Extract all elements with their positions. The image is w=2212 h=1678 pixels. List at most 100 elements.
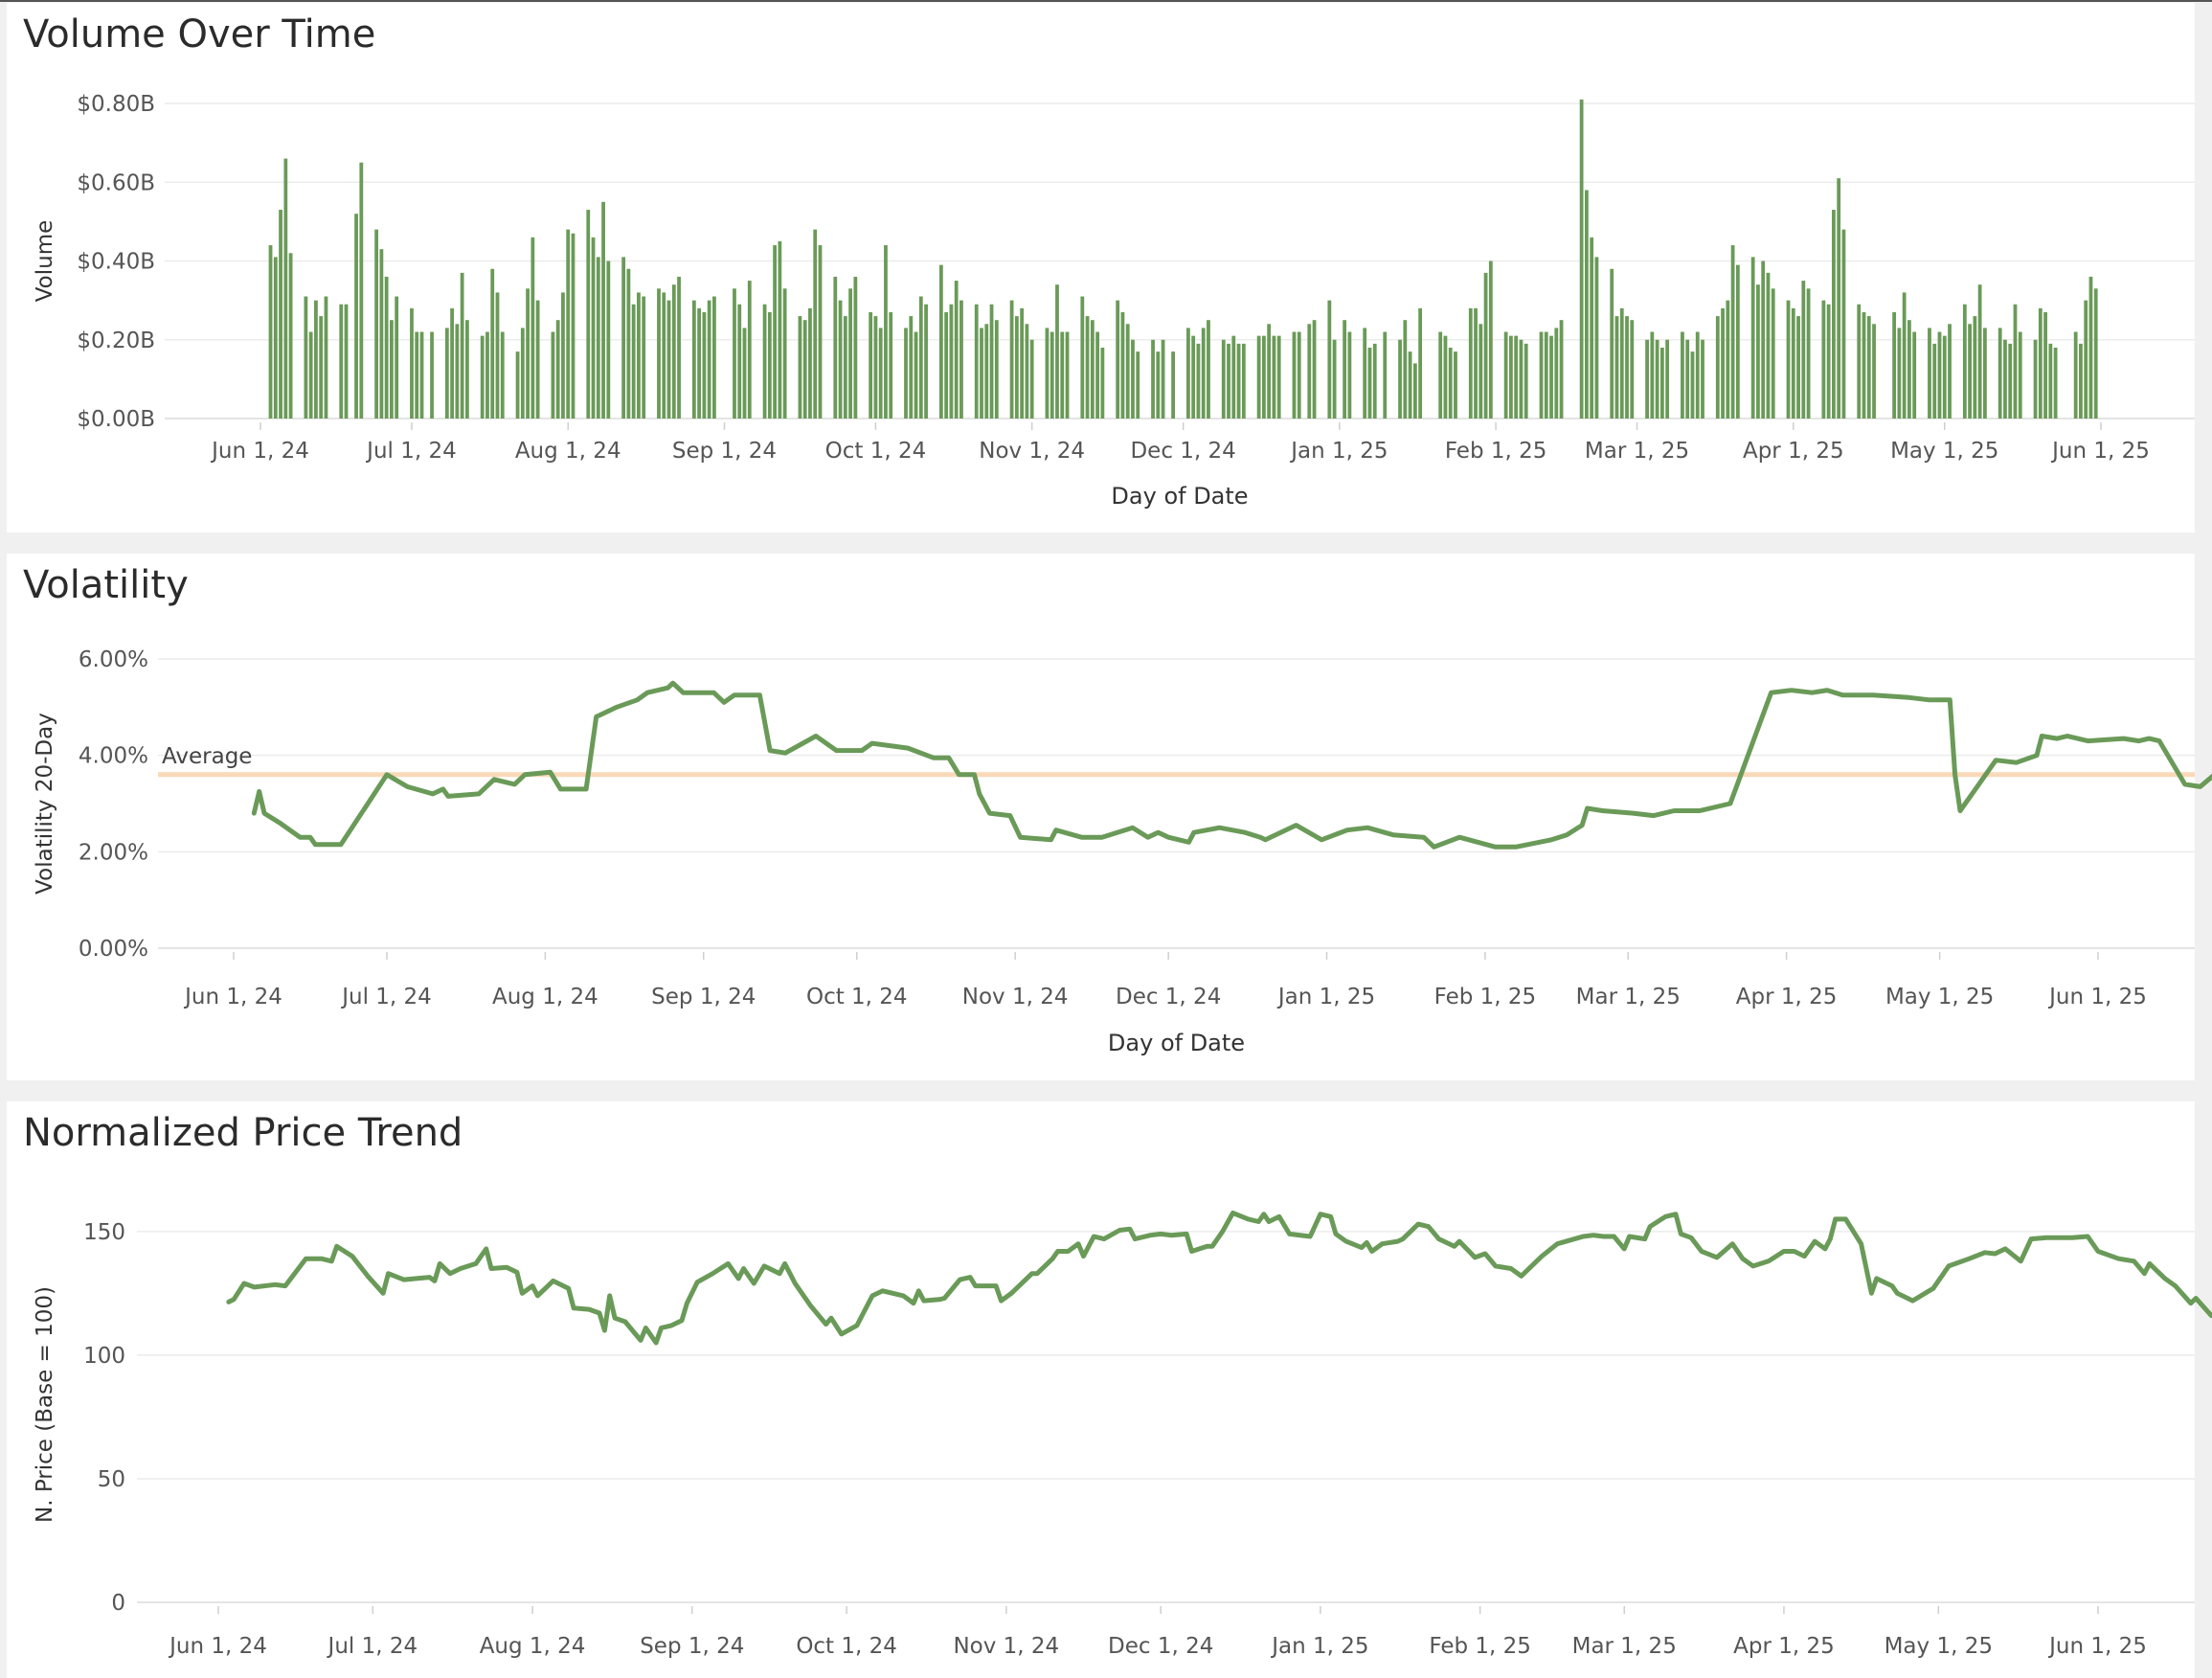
volume-gridlines [165, 102, 2195, 420]
volume-bar [747, 281, 752, 419]
volume-bar [742, 328, 747, 419]
volume-bar [1156, 351, 1161, 419]
volume-bar [1549, 335, 1553, 419]
volume-bar [1327, 300, 1332, 419]
volume-y-axis: $0.80B $0.60B $0.40B $0.20B $0.00B [77, 92, 155, 432]
volume-bar [1786, 300, 1791, 419]
volume-bar [621, 257, 626, 419]
volume-bar [1085, 316, 1090, 419]
volume-bar [980, 328, 983, 419]
volume-x-axis: Jun 1, 24 Jul 1, 24 Aug 1, 24 Sep 1, 24 Oct … [210, 422, 2150, 464]
volume-bar [1478, 324, 1483, 419]
volume-bar [314, 300, 318, 419]
volume-bar [2038, 307, 2043, 419]
volume-bar [1408, 351, 1412, 419]
volume-bar [1503, 331, 1508, 419]
volume-bar [465, 320, 469, 419]
volume-bar [1231, 335, 1236, 419]
volume-bar [1544, 331, 1548, 419]
volume-bar [1009, 300, 1014, 419]
volume-bar [1659, 347, 1664, 419]
volatility-y-tick-label: 4.00% [79, 744, 148, 769]
volume-bar [1579, 99, 1584, 419]
volume-y-axis-title: Volume [33, 220, 57, 303]
volatility-x-tick-label: Oct 1, 24 [806, 985, 908, 1009]
volume-bar [1120, 311, 1125, 419]
volume-bar [1186, 328, 1190, 419]
volume-x-tick-label: Dec 1, 24 [1130, 439, 1235, 464]
volume-bar [1055, 284, 1059, 419]
volume-x-tick-label: Jun 1, 25 [2050, 439, 2150, 464]
volume-bar [1942, 335, 1947, 419]
volume-bar [500, 331, 505, 419]
volume-y-tick-label: $0.40B [77, 250, 155, 275]
volume-bar [1756, 284, 1760, 419]
volume-bar [1681, 331, 1684, 419]
volume-bar [1559, 320, 1564, 419]
volume-bar [1730, 245, 1735, 419]
volume-bar [1125, 324, 1130, 419]
volume-bar [657, 288, 661, 419]
volume-bar [1095, 331, 1100, 419]
volume-bar [460, 272, 464, 419]
volume-bar [1272, 335, 1276, 419]
volume-bar [566, 229, 571, 419]
volume-bar [1796, 316, 1800, 419]
volume-bar [2043, 311, 2047, 419]
volume-bar [485, 331, 489, 419]
volume-bar [1403, 320, 1408, 419]
volume-bar [1902, 292, 1907, 419]
volume-chart: $0.80B $0.60B $0.40B $0.20B $0.00B Volume Jun … [33, 92, 2195, 510]
volume-x-tick-label: Jan 1, 25 [1289, 439, 1388, 464]
volatility-x-tick-label: Sep 1, 24 [651, 985, 756, 1009]
volume-bar [2033, 339, 2038, 419]
volume-bar [878, 328, 883, 419]
volatility-title: Volatility [23, 563, 189, 607]
volume-bar [848, 288, 852, 419]
volume-bars [268, 99, 2098, 419]
volume-bar [889, 311, 893, 419]
volume-bar [1065, 331, 1070, 419]
volume-x-tick-label: Sep 1, 24 [672, 439, 777, 464]
volume-bar [2079, 343, 2083, 419]
volume-bar [1968, 324, 1972, 419]
volume-bar [495, 292, 500, 419]
volume-bar [444, 328, 449, 419]
volume-y-tick-label: $0.20B [77, 329, 155, 353]
volume-bar [1161, 339, 1165, 419]
price-x-tick-label: Mar 1, 25 [1572, 1634, 1677, 1659]
price-x-tick-label: Apr 1, 25 [1733, 1634, 1835, 1659]
volume-bar [526, 288, 530, 419]
volume-x-tick-label: Apr 1, 25 [1743, 439, 1844, 464]
volume-bar [1645, 339, 1649, 419]
volume-bar [591, 237, 596, 419]
volatility-y-axis-title: Volatility 20-Day [33, 713, 57, 895]
price-gridlines [137, 1231, 2195, 1603]
volume-bar [1297, 331, 1301, 419]
volume-bar [1897, 328, 1902, 419]
volume-bar [1443, 335, 1448, 419]
volume-bar [1715, 316, 1720, 419]
volume-bar [304, 296, 308, 419]
volume-bar [949, 304, 954, 419]
volume-bar [702, 311, 707, 419]
price-series-line [226, 1211, 2212, 1346]
volume-bar [994, 320, 999, 419]
volume-bar [733, 288, 736, 419]
price-x-tick-label: Jul 1, 24 [327, 1634, 418, 1659]
volume-bar [1539, 331, 1544, 419]
volume-bar [1227, 343, 1230, 419]
volume-bar [1312, 320, 1317, 419]
volatility-x-tick-label: Nov 1, 24 [962, 985, 1069, 1009]
price-y-tick-label: 150 [83, 1220, 125, 1245]
volume-bar [339, 304, 344, 419]
volume-bar [1701, 339, 1704, 419]
volume-bar [1655, 339, 1659, 419]
volatility-y-tick-label: 6.00% [79, 647, 148, 672]
volume-bar [2003, 339, 2007, 419]
volume-bar [1973, 316, 1977, 419]
price-x-tick-label: May 1, 25 [1885, 1634, 1993, 1659]
volume-bar [1761, 261, 1766, 419]
volume-bar [1726, 300, 1730, 419]
volume-bar [551, 331, 555, 419]
